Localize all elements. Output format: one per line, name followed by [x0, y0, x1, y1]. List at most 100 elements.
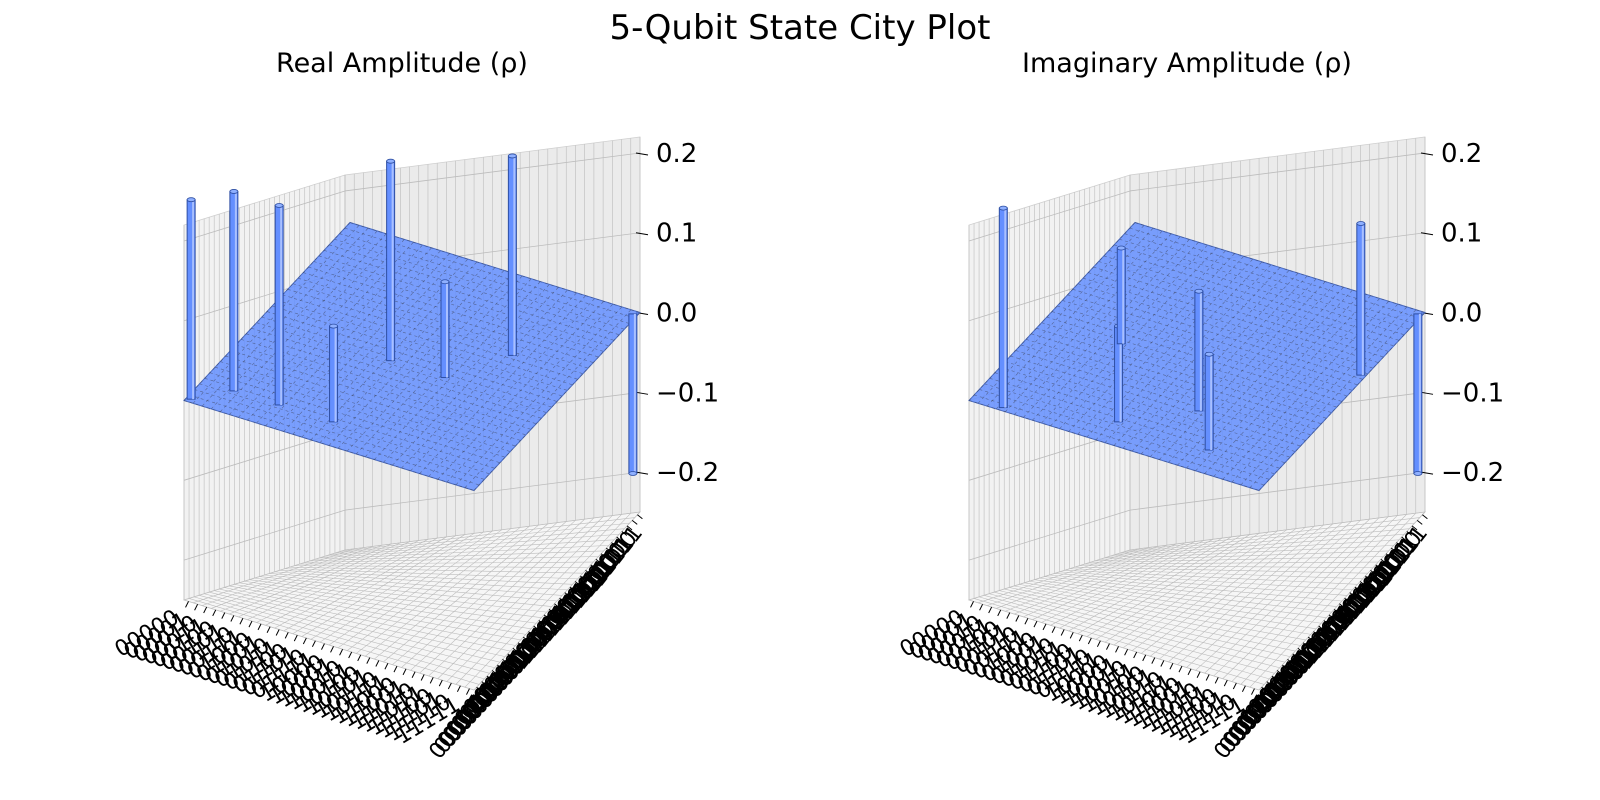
floor-gridline: [1094, 550, 1389, 562]
x-tick: [1060, 629, 1065, 636]
surface-gridline: [319, 264, 487, 443]
floor-gridline: [1240, 514, 1407, 685]
surface-gridline: [323, 250, 615, 341]
x-tick: [212, 609, 217, 617]
y-tick: [1313, 631, 1319, 636]
z-tick-label: −0.2: [656, 458, 719, 488]
floor-gridline: [1168, 523, 1334, 663]
y-tick: [554, 603, 560, 609]
surface-gridline: [1258, 312, 1426, 491]
y-tick: [548, 608, 555, 614]
surface-gridline: [1077, 283, 1369, 375]
floor-gridline: [374, 524, 539, 660]
floor-gridline: [1213, 517, 1380, 677]
y-tick: [1323, 620, 1330, 625]
floor-gridline: [299, 561, 594, 565]
y-tick: [517, 642, 524, 648]
floor-gridline: [392, 522, 558, 665]
floor-gridline: [1089, 556, 1384, 563]
floor-gridline: [1177, 522, 1343, 665]
x-tick: [438, 679, 443, 687]
imaginary-amplitude-title: Imaginary Amplitude (ρ): [1022, 48, 1352, 79]
y-tick: [512, 647, 519, 653]
floor-gridline: [334, 522, 630, 554]
x-tick: [466, 688, 470, 695]
surface-gridline: [235, 344, 526, 436]
surface-gridline: [977, 225, 1145, 404]
surface-gridline: [1131, 272, 1299, 452]
x-tick: [221, 612, 226, 619]
surface-gridline: [1168, 284, 1335, 463]
imaginary-amplitude-panel: Imaginary Amplitude (ρ) 0.2 0.1 0.0 −0.1 −0.…: [896, 48, 1504, 764]
surface-gridline: [256, 322, 547, 413]
bar-cap: [186, 197, 196, 203]
bar-cap: [1413, 471, 1423, 476]
y-tick: [559, 597, 565, 603]
floor-gridline: [314, 545, 609, 560]
surface-gridline: [256, 244, 423, 424]
surface-gridline: [979, 389, 1270, 480]
y-tick: [1422, 514, 1428, 520]
z-gridline: [968, 190, 1131, 242]
surface-gridline: [292, 256, 459, 435]
y-tick: [1297, 647, 1304, 653]
floor-gridline: [1186, 521, 1352, 668]
surface-gridline: [1077, 256, 1244, 435]
surface-gridline: [1231, 303, 1399, 483]
floor-gridline: [1104, 539, 1400, 559]
surface-gridline: [984, 383, 1275, 475]
z-tick: [1420, 471, 1434, 475]
floor-gridline: [1195, 520, 1361, 671]
x-tick: [1142, 654, 1147, 662]
x-tick: [970, 601, 974, 608]
surface-gridline: [464, 309, 632, 488]
x-tick: [1160, 660, 1165, 667]
bar-cap: [440, 279, 450, 285]
floor-gridline: [1074, 566, 1368, 574]
surface-gridline: [374, 281, 541, 460]
x-tick: [366, 657, 371, 664]
surface-gridline: [274, 250, 441, 429]
y-tick: [585, 570, 591, 575]
floor-gridline: [264, 574, 558, 602]
surface-gridline: [1083, 277, 1374, 369]
surface-gridline: [282, 294, 573, 386]
surface-gridline: [473, 312, 641, 491]
y-tick: [595, 558, 602, 564]
y-tick: [507, 653, 514, 659]
x-tick: [1151, 657, 1156, 664]
floor-gridline: [365, 526, 530, 657]
z-gridline: [1129, 471, 1426, 511]
surface-gridline: [1088, 272, 1379, 363]
x-tick: [375, 660, 380, 667]
floor-gridline: [339, 517, 635, 552]
floor-gridline: [383, 523, 549, 663]
y-tick: [486, 675, 493, 681]
surface-gridline: [1067, 294, 1358, 386]
x-tick: [997, 609, 1002, 617]
surface-gridline: [349, 222, 641, 313]
floor-gridline: [1084, 561, 1379, 565]
surface-gridline: [220, 361, 511, 452]
z-tick: [1420, 152, 1434, 156]
y-tick: [631, 519, 638, 525]
z-gridline: [344, 471, 641, 511]
surface-gridline: [272, 305, 563, 397]
floor-gridline: [446, 515, 613, 682]
x-tick: [402, 668, 407, 676]
floor-gridline: [279, 570, 573, 585]
surface-gridline: [392, 287, 559, 466]
floor-gridline: [344, 511, 641, 551]
x-tick: [1051, 626, 1056, 633]
surface-gridline: [1062, 300, 1353, 391]
y-tick: [590, 564, 597, 570]
floor-gridline: [437, 516, 604, 679]
floor-gridline: [1064, 570, 1358, 585]
y-tick: [502, 659, 508, 664]
floor-gridline: [464, 512, 631, 688]
floor-gridline: [309, 550, 604, 562]
y-tick: [1406, 531, 1413, 536]
y-tick: [1276, 670, 1283, 675]
y-tick: [605, 547, 612, 553]
